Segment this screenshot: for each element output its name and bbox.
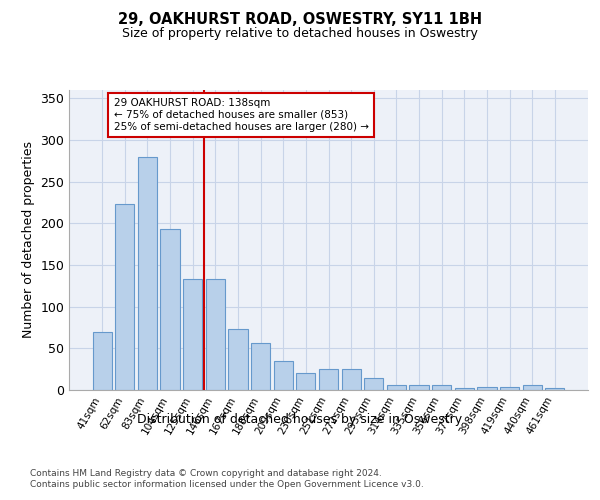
Bar [500, 386, 519, 390]
Bar [160, 229, 180, 390]
Bar [523, 385, 542, 390]
Bar [183, 279, 202, 390]
Text: 29, OAKHURST ROAD, OSWESTRY, SY11 1BH: 29, OAKHURST ROAD, OSWESTRY, SY11 1BH [118, 12, 482, 28]
Bar [387, 385, 406, 390]
Text: Contains public sector information licensed under the Open Government Licence v3: Contains public sector information licen… [30, 480, 424, 489]
Text: Distribution of detached houses by size in Oswestry: Distribution of detached houses by size … [137, 412, 463, 426]
Text: Contains HM Land Registry data © Crown copyright and database right 2024.: Contains HM Land Registry data © Crown c… [30, 469, 382, 478]
Bar [92, 332, 112, 390]
Bar [206, 279, 225, 390]
Y-axis label: Number of detached properties: Number of detached properties [22, 142, 35, 338]
Bar [229, 329, 248, 390]
Bar [364, 378, 383, 390]
Bar [251, 342, 270, 390]
Bar [115, 204, 134, 390]
Bar [477, 386, 497, 390]
Bar [341, 369, 361, 390]
Bar [455, 388, 474, 390]
Bar [409, 385, 428, 390]
Bar [296, 372, 316, 390]
Bar [138, 156, 157, 390]
Bar [274, 361, 293, 390]
Bar [319, 369, 338, 390]
Text: Size of property relative to detached houses in Oswestry: Size of property relative to detached ho… [122, 28, 478, 40]
Text: 29 OAKHURST ROAD: 138sqm
← 75% of detached houses are smaller (853)
25% of semi-: 29 OAKHURST ROAD: 138sqm ← 75% of detach… [113, 98, 368, 132]
Bar [545, 388, 565, 390]
Bar [432, 385, 451, 390]
